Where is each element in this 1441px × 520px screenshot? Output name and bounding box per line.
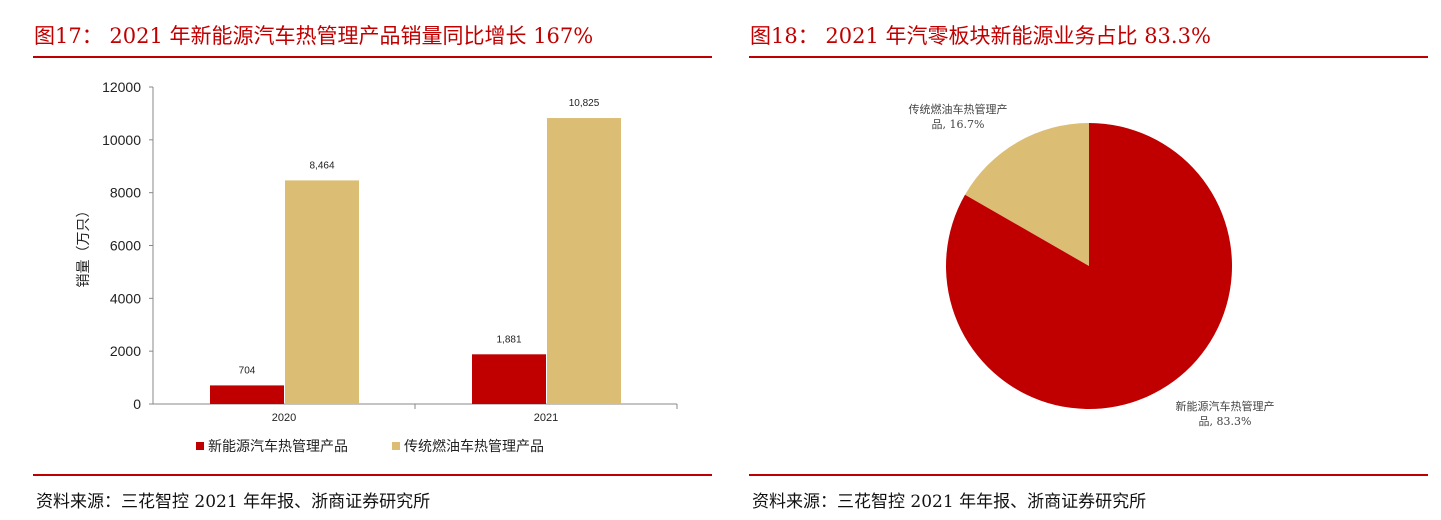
bar-2020-1 [285, 180, 359, 404]
legend-swatch [196, 442, 204, 450]
y-tick-label: 6000 [110, 238, 141, 254]
y-tick-label: 0 [133, 396, 141, 412]
data-label: 704 [239, 365, 256, 376]
y-axis-label: 销量（万只） [76, 204, 92, 288]
bar-2020-0 [210, 385, 284, 404]
x-tick-label: 2020 [272, 412, 296, 424]
data-label: 8,464 [309, 160, 334, 171]
pie-label: 新能源汽车热管理产 [1176, 399, 1275, 413]
pie-label: 传统燃油车热管理产 [909, 102, 1008, 116]
legend-label: 传统燃油车热管理产品 [404, 438, 544, 455]
y-tick-label: 8000 [110, 185, 141, 201]
right-bottom-rule [749, 474, 1428, 476]
legend-swatch [392, 442, 400, 450]
y-tick-label: 12000 [102, 79, 141, 95]
bar-2021-1 [547, 118, 621, 404]
pie-label: 品, 16.7% [932, 118, 985, 131]
pie-label: 品, 83.3% [1199, 415, 1252, 428]
left-source: 资料来源：三花智控 2021 年年报、浙商证券研究所 [36, 492, 431, 512]
data-label: 1,881 [496, 334, 521, 345]
bar-2021-0 [472, 354, 546, 404]
x-tick-label: 2021 [534, 412, 558, 424]
y-tick-label: 10000 [102, 132, 141, 148]
left-title-rule [33, 56, 712, 58]
pie-slice-0 [965, 123, 1089, 266]
data-label: 10,825 [569, 98, 600, 109]
legend-label: 新能源汽车热管理产品 [208, 438, 348, 455]
right-figure-title: 图18： 2021 年汽零板块新能源业务占比 83.3% [750, 24, 1211, 48]
left-bottom-rule [33, 474, 712, 476]
y-tick-label: 2000 [110, 343, 141, 359]
pie-slice-1 [946, 123, 1233, 409]
right-title-rule [749, 56, 1428, 58]
right-source: 资料来源：三花智控 2021 年年报、浙商证券研究所 [752, 492, 1147, 512]
left-figure-title: 图17： 2021 年新能源汽车热管理产品销量同比增长 167% [34, 24, 594, 48]
y-tick-label: 4000 [110, 290, 141, 306]
